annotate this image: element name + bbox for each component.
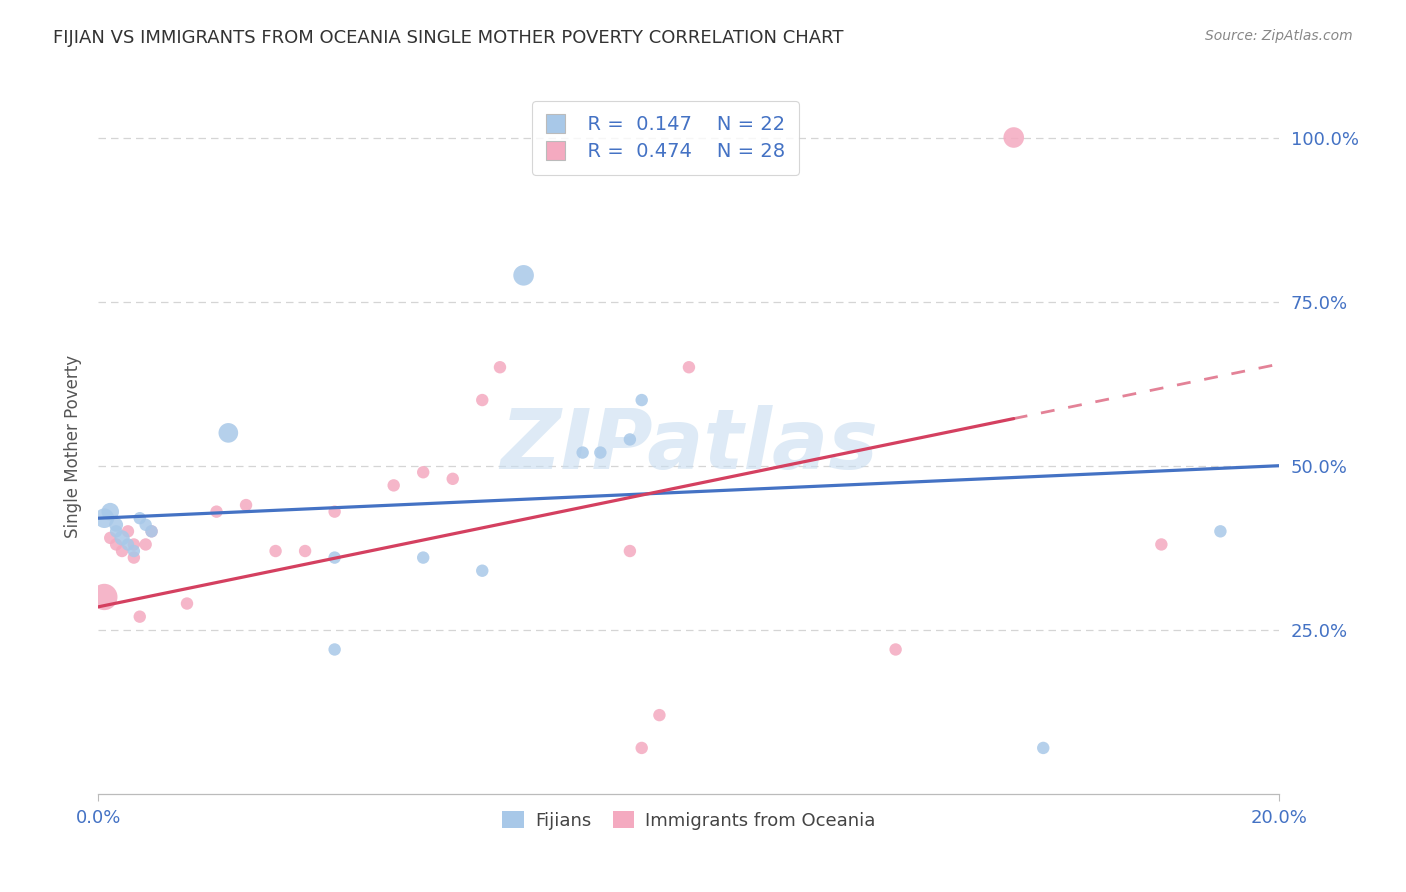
Point xyxy=(128,609,150,624)
Point xyxy=(619,433,641,447)
Point xyxy=(412,465,434,479)
Point xyxy=(884,642,907,657)
Point xyxy=(323,505,346,519)
Point xyxy=(489,360,512,375)
Point xyxy=(117,537,139,551)
Point xyxy=(1032,740,1054,755)
Point xyxy=(412,550,434,565)
Point xyxy=(93,590,115,604)
Y-axis label: Single Mother Poverty: Single Mother Poverty xyxy=(63,354,82,538)
Point xyxy=(176,597,198,611)
Point xyxy=(678,360,700,375)
Point xyxy=(135,517,157,532)
Point xyxy=(512,268,534,283)
Text: ZIPatlas: ZIPatlas xyxy=(501,406,877,486)
Point xyxy=(105,517,128,532)
Point xyxy=(141,524,163,539)
Point xyxy=(105,524,128,539)
Point xyxy=(111,544,134,558)
Point xyxy=(1002,130,1025,145)
Point xyxy=(471,564,494,578)
Point xyxy=(264,544,287,558)
Point xyxy=(1209,524,1232,539)
Point xyxy=(128,511,150,525)
Point xyxy=(589,445,612,459)
Point xyxy=(382,478,405,492)
Point xyxy=(619,544,641,558)
Point xyxy=(323,642,346,657)
Point xyxy=(117,524,139,539)
Point xyxy=(294,544,316,558)
Point xyxy=(205,505,228,519)
Point xyxy=(471,392,494,407)
Point xyxy=(122,550,145,565)
Point xyxy=(630,392,652,407)
Point xyxy=(630,740,652,755)
Point xyxy=(93,511,115,525)
Point xyxy=(235,498,257,512)
Point xyxy=(135,537,157,551)
Point xyxy=(98,531,121,545)
Point xyxy=(141,524,163,539)
Point xyxy=(98,505,121,519)
Point xyxy=(441,472,464,486)
Point xyxy=(105,537,128,551)
Point xyxy=(323,550,346,565)
Point xyxy=(122,537,145,551)
Legend: Fijians, Immigrants from Oceania: Fijians, Immigrants from Oceania xyxy=(495,804,883,837)
Point xyxy=(217,425,239,440)
Point xyxy=(571,445,593,459)
Point xyxy=(648,708,671,723)
Text: FIJIAN VS IMMIGRANTS FROM OCEANIA SINGLE MOTHER POVERTY CORRELATION CHART: FIJIAN VS IMMIGRANTS FROM OCEANIA SINGLE… xyxy=(53,29,844,46)
Point xyxy=(122,544,145,558)
Text: Source: ZipAtlas.com: Source: ZipAtlas.com xyxy=(1205,29,1353,43)
Point xyxy=(1150,537,1173,551)
Point xyxy=(111,531,134,545)
